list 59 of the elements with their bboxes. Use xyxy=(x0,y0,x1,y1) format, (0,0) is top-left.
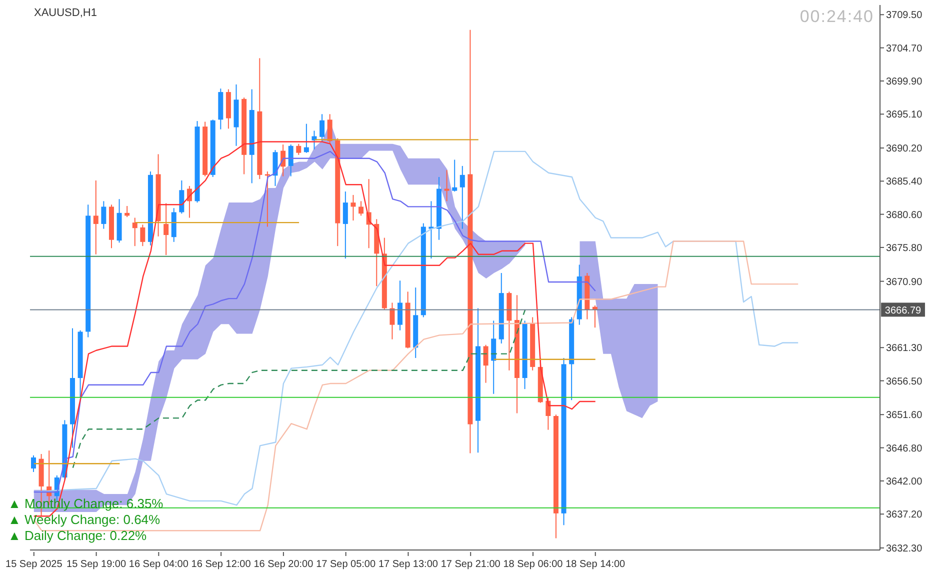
candlestick xyxy=(428,200,434,260)
candlestick xyxy=(264,170,270,228)
candlestick xyxy=(491,320,496,394)
candlestick xyxy=(288,144,294,177)
y-tick-label: 3646.80 xyxy=(886,443,923,454)
candlestick xyxy=(272,150,278,186)
candlestick xyxy=(179,180,184,214)
annotation: 00:24:40 xyxy=(800,7,874,26)
candlestick xyxy=(312,130,317,150)
x-tick-label: 17 Sep 05:00 xyxy=(316,559,376,570)
y-tick-label: 3661.30 xyxy=(886,343,923,354)
y-tick-label: 3699.90 xyxy=(886,76,923,88)
x-tick-label: 18 Sep 06:00 xyxy=(503,559,564,570)
line-series xyxy=(72,309,526,468)
candlestick xyxy=(452,159,458,192)
x-tick-label: 15 Sep 2025 xyxy=(6,559,63,570)
y-tick-label: 3695.10 xyxy=(886,110,923,121)
y-tick-label: 3704.70 xyxy=(886,43,923,54)
candlestick xyxy=(390,302,395,340)
y-tick-label: 3651.60 xyxy=(886,410,923,422)
candlestick xyxy=(304,123,309,154)
y-tick-label: 3685.40 xyxy=(886,176,923,188)
y-tick-label: 3656.50 xyxy=(886,376,923,388)
candlestick xyxy=(398,280,403,331)
y-tick-label: 3670.90 xyxy=(886,276,923,288)
candlestick xyxy=(483,344,488,384)
candlestick xyxy=(140,224,146,247)
y-tick-label: 3642.00 xyxy=(886,476,923,488)
candlestick xyxy=(296,143,302,156)
candlestick xyxy=(93,180,98,255)
x-tick-label: 18 Sep 14:00 xyxy=(566,559,626,570)
candlestick xyxy=(320,114,325,142)
candlestick xyxy=(358,200,364,216)
y-tick-label: 3680.60 xyxy=(886,210,923,221)
candlestick xyxy=(101,200,106,230)
y-tick-label: 3632.30 xyxy=(886,543,923,554)
x-tick-label: 15 Sep 19:00 xyxy=(66,559,126,570)
candlestick xyxy=(31,454,36,472)
candlestick xyxy=(164,202,169,256)
y-tick-label: 3637.20 xyxy=(886,510,923,521)
candlestick xyxy=(327,114,332,144)
y-tick-label: 3675.80 xyxy=(886,243,923,254)
candlestick xyxy=(444,170,450,202)
x-tick-label: 16 Sep 20:00 xyxy=(254,559,314,570)
x-tick-label: 17 Sep 13:00 xyxy=(378,559,438,570)
y-tick-label: 3709.50 xyxy=(886,10,923,22)
candlestick xyxy=(350,194,356,222)
candlestick xyxy=(460,165,465,230)
candlestick xyxy=(124,206,130,218)
x-tick-label: 16 Sep 12:00 xyxy=(191,559,252,570)
annotation: ▲ Weekly Change: 0.64% xyxy=(8,512,162,528)
candlestick xyxy=(132,217,138,247)
candlestick xyxy=(342,191,348,260)
chart-title: XAUUSD,H1 xyxy=(34,7,97,19)
annotation: ▲ Daily Change: 0.22% xyxy=(8,528,148,544)
x-tick-label: 16 Sep 04:00 xyxy=(128,559,189,570)
y-tick-label: 3690.20 xyxy=(886,144,923,155)
ref-line-label: 3666.79 xyxy=(884,306,922,317)
x-tick-label: 17 Sep 21:00 xyxy=(440,559,501,570)
